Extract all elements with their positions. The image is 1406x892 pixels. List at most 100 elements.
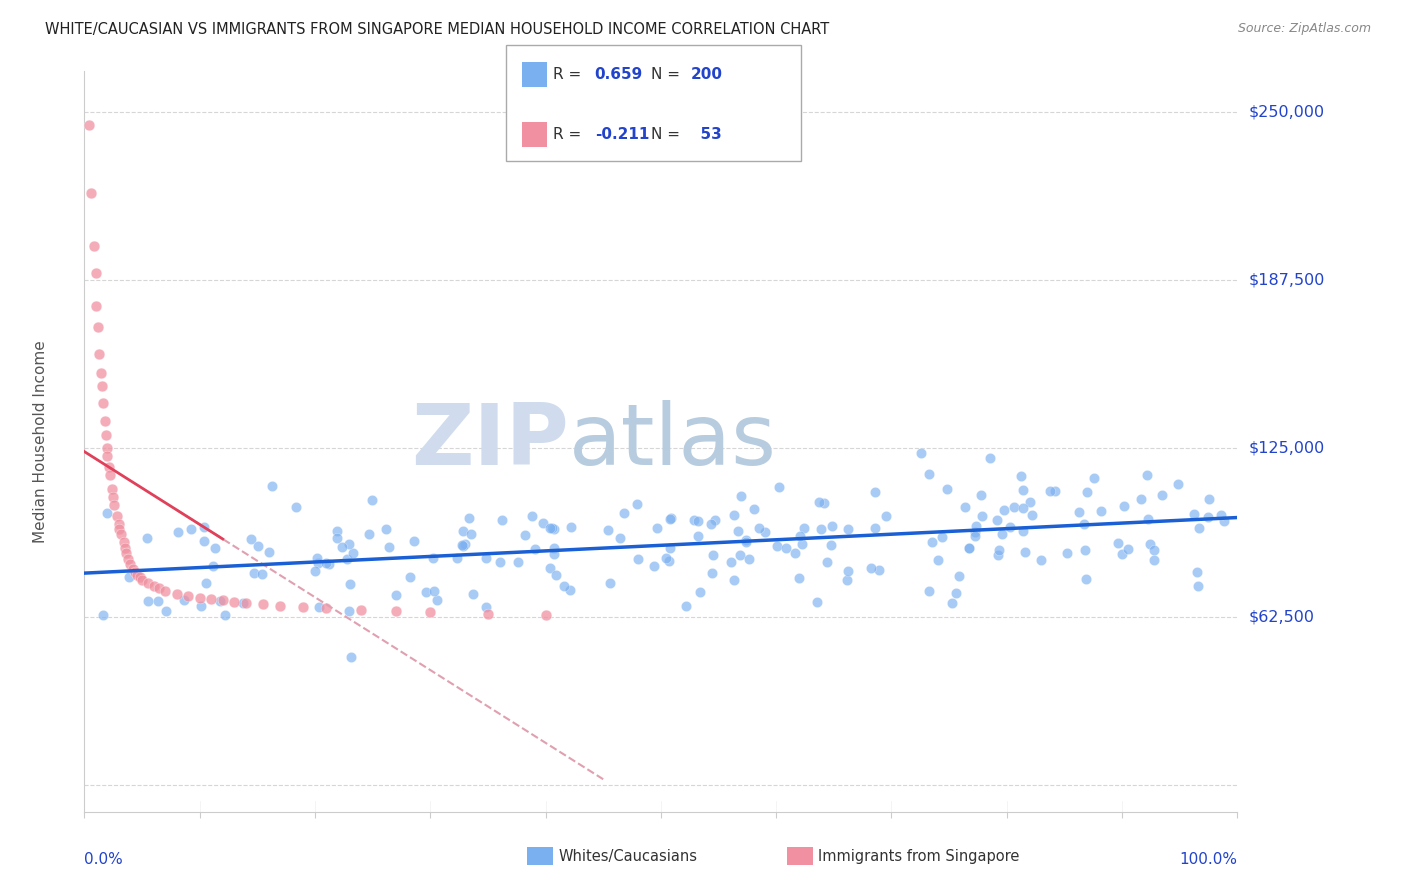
Point [117,570,139,584]
Point [1002,500,1025,514]
Point [120,557,142,571]
Point [986,512,1008,526]
Point [153,584,176,599]
Text: N =: N = [651,67,681,81]
Point [723,574,745,588]
Point [1018,495,1040,509]
Point [727,524,749,539]
Point [446,551,468,566]
Point [326,531,349,545]
Point [146,593,169,607]
Point [422,550,444,565]
Point [979,451,1001,466]
Text: Whites/Caucasians: Whites/Caucasians [558,849,697,863]
Text: ZIP: ZIP [411,400,568,483]
Point [342,546,364,560]
Point [543,547,565,561]
Point [1029,553,1052,567]
Point [103,498,125,512]
Point [936,482,959,496]
Point [1012,483,1035,497]
Point [128,570,150,584]
Point [627,552,650,566]
Point [235,596,257,610]
Point [686,528,709,542]
Point [735,535,758,549]
Point [305,551,328,566]
Point [1139,537,1161,551]
Point [458,511,481,525]
Point [865,520,887,534]
Point [1083,471,1105,485]
Point [252,598,274,612]
Point [991,527,1014,541]
Point [957,541,980,556]
Point [96,427,118,442]
Point [177,590,200,604]
Point [1056,546,1078,560]
Point [643,558,665,573]
Point [114,541,136,555]
Text: Median Household Income: Median Household Income [34,340,48,543]
Point [520,508,543,523]
Point [89,366,111,380]
Point [77,118,100,132]
Point [190,599,212,613]
Point [988,542,1011,557]
Text: -0.211: -0.211 [595,128,650,142]
Point [377,540,399,554]
Point [454,537,477,551]
Point [730,489,752,503]
Point [987,548,1010,562]
Point [318,558,340,572]
Point [1152,488,1174,502]
Point [789,529,811,543]
Point [90,379,112,393]
Point [211,593,233,607]
Point [243,566,266,580]
Point [1198,492,1220,507]
Point [955,500,977,515]
Point [474,551,496,566]
Point [560,520,582,534]
Point [204,541,226,556]
Point [1188,521,1211,535]
Text: 100.0%: 100.0% [1180,853,1237,867]
Point [250,567,273,582]
Point [194,576,217,591]
Point [815,555,838,569]
Point [96,450,118,464]
Point [1143,553,1166,567]
Point [945,586,967,600]
Point [260,478,283,492]
Point [957,541,980,555]
Text: 200: 200 [690,67,723,81]
Point [790,536,813,550]
Point [703,513,725,527]
Point [308,556,330,570]
Point [918,584,941,599]
Point [728,548,751,562]
Point [173,592,195,607]
Point [308,599,330,614]
Point [89,347,111,361]
Point [513,528,536,542]
Point [84,299,107,313]
Point [868,563,890,577]
Point [541,521,564,535]
Point [700,517,723,532]
Point [821,519,844,533]
Point [941,596,963,610]
Point [538,521,561,535]
Point [166,587,188,601]
Point [117,551,139,566]
Point [1073,517,1095,532]
Point [963,529,986,543]
Point [596,523,619,537]
Point [768,480,790,494]
Text: $125,000: $125,000 [1249,441,1324,456]
Point [863,485,886,500]
Point [326,524,349,538]
Point [224,595,246,609]
Point [742,501,765,516]
